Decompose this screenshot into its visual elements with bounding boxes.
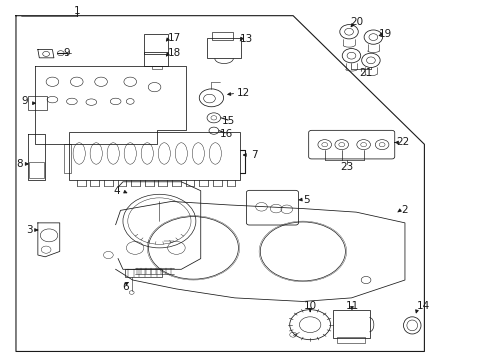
Text: 4: 4 [114, 186, 120, 196]
Text: 20: 20 [349, 17, 362, 27]
Text: 19: 19 [378, 28, 391, 39]
Text: 11: 11 [345, 301, 358, 311]
Text: 1: 1 [73, 6, 80, 17]
Text: 22: 22 [396, 138, 409, 148]
Text: 18: 18 [167, 48, 181, 58]
Text: 2: 2 [401, 205, 407, 215]
Text: 23: 23 [339, 162, 352, 172]
Text: 21: 21 [359, 68, 372, 78]
Text: 16: 16 [219, 129, 232, 139]
Text: 12: 12 [236, 88, 249, 98]
Text: 10: 10 [303, 301, 316, 311]
Text: 13: 13 [240, 33, 253, 44]
Text: 6: 6 [122, 282, 128, 292]
Text: 9: 9 [21, 96, 28, 107]
Text: 15: 15 [221, 116, 234, 126]
Text: 5: 5 [303, 195, 309, 204]
Text: 14: 14 [415, 301, 428, 311]
Text: 7: 7 [250, 150, 257, 160]
Text: 17: 17 [167, 33, 181, 43]
Text: 8: 8 [17, 159, 23, 169]
Text: 9: 9 [63, 48, 70, 58]
Text: 3: 3 [26, 225, 33, 235]
